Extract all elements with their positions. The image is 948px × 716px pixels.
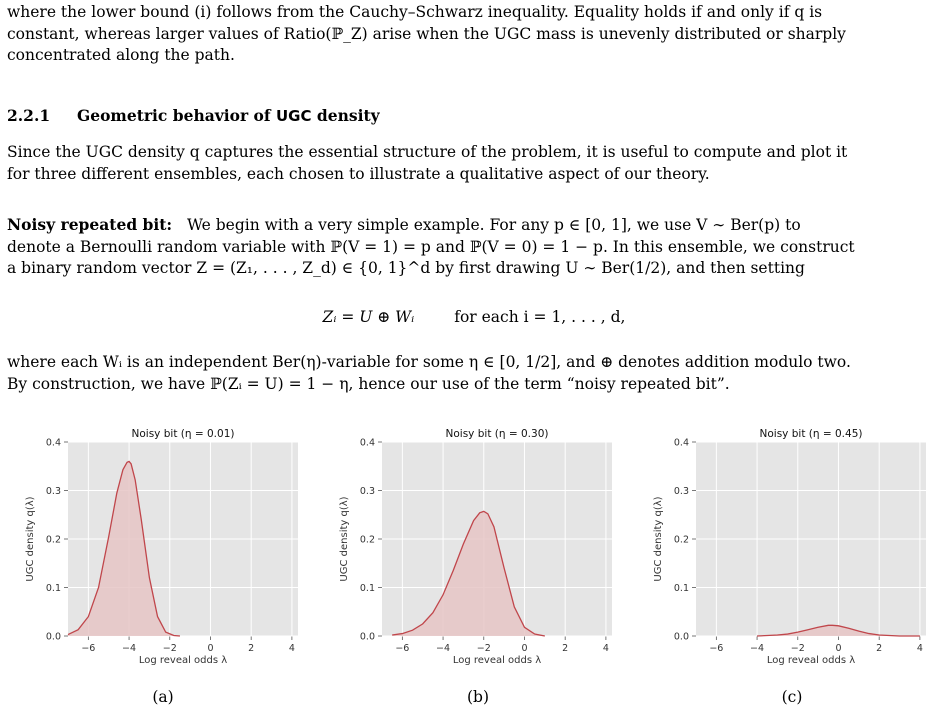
x-tick-label: −6 bbox=[81, 643, 95, 654]
y-tick-label: 0.2 bbox=[46, 535, 61, 546]
chart-title: Noisy bit (η = 0.01) bbox=[132, 428, 235, 440]
x-tick-label: −2 bbox=[163, 643, 177, 654]
chart-panel-b: −6 −4 −2 0 2 4 0.0 0.1 0.2 0.3 0.4 Noisy bit (η = 0… bbox=[339, 428, 612, 666]
x-tick-label: −4 bbox=[750, 643, 764, 654]
density-curve bbox=[392, 510, 545, 637]
noisy-line: a binary random vector Z = (Z₁, . . . , … bbox=[7, 259, 805, 277]
density-curve bbox=[757, 624, 920, 637]
caption-c: (c) bbox=[781, 688, 803, 706]
x-tick-label: 2 bbox=[562, 643, 568, 654]
y-tick-label: 0.0 bbox=[46, 632, 61, 643]
y-tick-label: 0.4 bbox=[46, 438, 61, 449]
x-tick-label: −2 bbox=[791, 643, 805, 654]
section-title-suffix: density bbox=[311, 106, 380, 125]
noisy-bit-paragraph: Noisy repeated bit: We begin with a very… bbox=[7, 214, 941, 280]
chart-title: Noisy bit (η = 0.30) bbox=[446, 428, 549, 440]
section-title-prefix: Geometric behavior of bbox=[77, 106, 276, 125]
section-number: 2.2.1 bbox=[7, 106, 51, 125]
x-tick-label: 0 bbox=[207, 643, 213, 654]
y-tick-label: 0.1 bbox=[674, 583, 689, 594]
x-tick-label: −4 bbox=[122, 643, 136, 654]
y-tick-label: 0.3 bbox=[46, 486, 61, 497]
noisy-line: denote a Bernoulli random variable with … bbox=[7, 237, 855, 256]
y-tick-label: 0.4 bbox=[674, 438, 689, 449]
x-tick-label: 2 bbox=[876, 643, 882, 654]
y-tick-label: 0.2 bbox=[360, 535, 375, 546]
intro-line: where the lower bound (i) follows from t… bbox=[7, 3, 823, 21]
intro-line: concentrated along the path. bbox=[7, 46, 235, 64]
caption-a: (a) bbox=[152, 688, 174, 706]
equation-rhs: for each i = 1, . . . , d, bbox=[454, 308, 626, 326]
section-heading: 2.2.1 Geometric behavior of UGC density bbox=[7, 106, 380, 125]
section-line: Since the UGC density q captures the ess… bbox=[7, 143, 848, 161]
chart-panel-c: −6 −4 −2 0 2 4 0.0 0.1 0.2 0.3 0.4 Noisy bit (η = 0… bbox=[653, 428, 926, 666]
x-tick-label: −4 bbox=[436, 643, 450, 654]
y-tick-label: 0.4 bbox=[360, 438, 375, 449]
x-tick-label: 2 bbox=[248, 643, 254, 654]
section-title-sf: UGC bbox=[275, 107, 312, 125]
noisy-bit-label: Noisy repeated bit: bbox=[7, 215, 173, 234]
x-tick-label: −6 bbox=[395, 643, 409, 654]
y-tick-label: 0.3 bbox=[360, 486, 375, 497]
x-tick-label: −6 bbox=[709, 643, 723, 654]
x-tick-label: 4 bbox=[289, 643, 295, 654]
density-area bbox=[392, 511, 545, 636]
after-eq-line: where each Wᵢ is an independent Ber(η)-v… bbox=[7, 353, 851, 371]
equation-lhs: Zᵢ = U ⊕ Wᵢ bbox=[322, 308, 415, 326]
x-axis-label: Log reveal odds λ bbox=[453, 655, 541, 666]
x-tick-label: 0 bbox=[835, 643, 841, 654]
x-tick-label: 4 bbox=[917, 643, 923, 654]
chart-panel-a: −6 −4 −2 0 2 4 0.0 0.1 0.2 0.3 0.4 Noisy bit (η = 0… bbox=[25, 428, 298, 666]
chart-title: Noisy bit (η = 0.45) bbox=[760, 428, 863, 440]
caption-b: (b) bbox=[466, 688, 490, 706]
noisy-line: We begin with a very simple example. For… bbox=[186, 216, 801, 234]
y-tick-label: 0.0 bbox=[360, 632, 375, 643]
y-tick-label: 0.1 bbox=[46, 583, 61, 594]
x-axis-label: Log reveal odds λ bbox=[767, 655, 855, 666]
after-eq-line: By construction, we have ℙ(Zᵢ = U) = 1 −… bbox=[7, 374, 730, 393]
section-line: for three different ensembles, each chos… bbox=[7, 164, 710, 183]
x-tick-label: −2 bbox=[477, 643, 491, 654]
density-curve bbox=[67, 460, 180, 637]
display-equation: Zᵢ = U ⊕ Wᵢ for each i = 1, . . . , d, bbox=[0, 308, 948, 326]
y-tick-label: 0.1 bbox=[360, 583, 375, 594]
after-equation-paragraph: where each Wᵢ is an independent Ber(η)-v… bbox=[7, 352, 941, 395]
intro-paragraph: where the lower bound (i) follows from t… bbox=[7, 2, 941, 67]
x-tick-label: 0 bbox=[521, 643, 527, 654]
y-axis-label: UGC density q(λ) bbox=[25, 496, 36, 581]
x-axis-label: Log reveal odds λ bbox=[139, 655, 227, 666]
density-area bbox=[757, 625, 920, 636]
y-tick-label: 0.3 bbox=[674, 486, 689, 497]
y-axis-label: UGC density q(λ) bbox=[653, 496, 664, 581]
section-paragraph: Since the UGC density q captures the ess… bbox=[7, 142, 941, 185]
y-tick-label: 0.2 bbox=[674, 535, 689, 546]
y-tick-label: 0.0 bbox=[674, 632, 689, 643]
x-tick-label: 4 bbox=[603, 643, 609, 654]
y-axis-label: UGC density q(λ) bbox=[339, 496, 350, 581]
intro-line: constant, whereas larger values of Ratio… bbox=[7, 24, 846, 43]
